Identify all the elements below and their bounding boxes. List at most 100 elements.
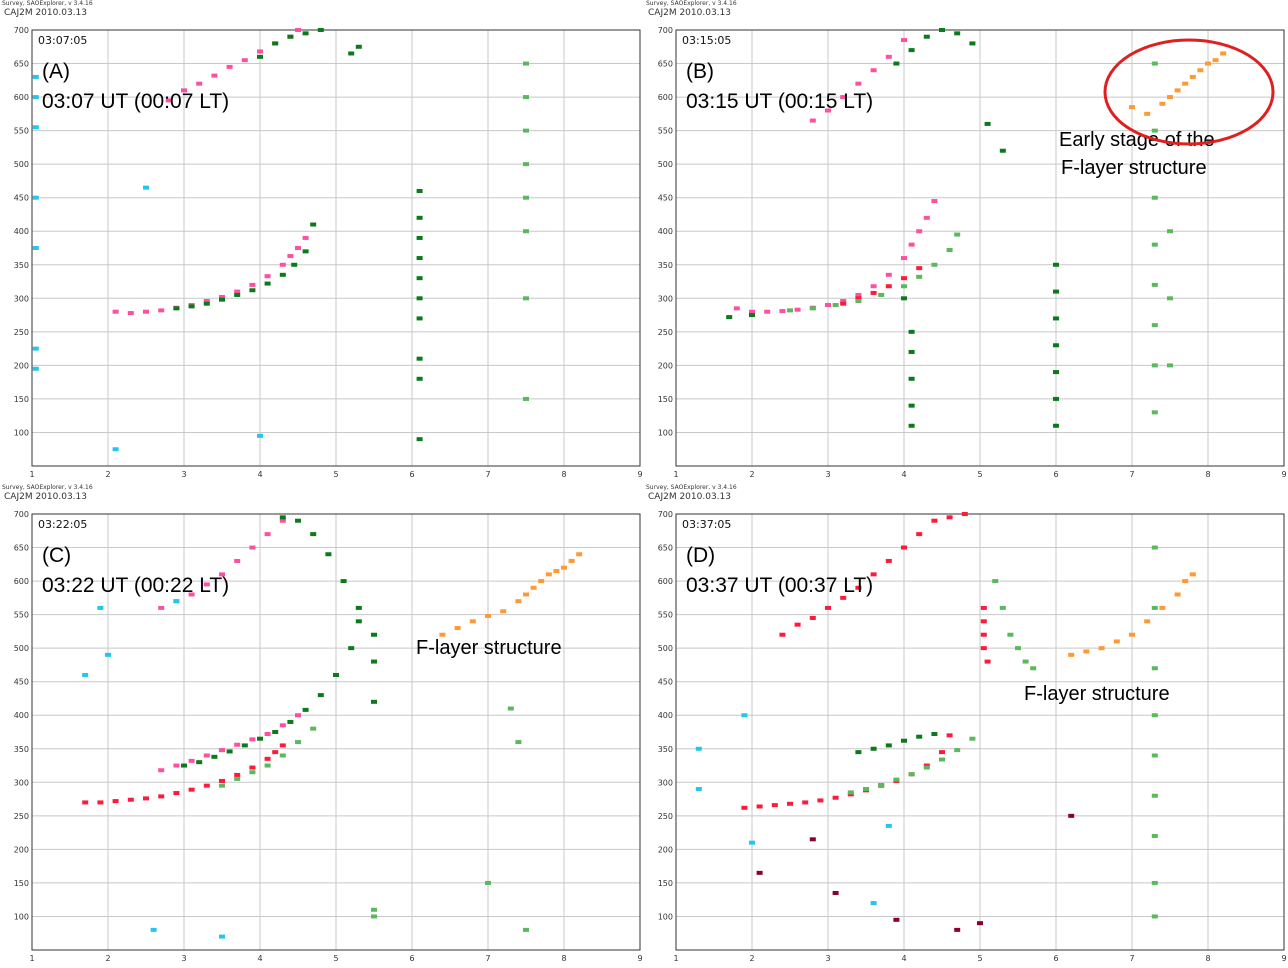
data-point xyxy=(545,572,552,577)
data-point xyxy=(923,763,930,768)
data-point xyxy=(264,763,271,768)
y-tick-label: 150 xyxy=(14,395,29,404)
x-tick-label: 6 xyxy=(1053,470,1058,479)
data-point xyxy=(279,518,286,523)
data-point xyxy=(825,303,831,308)
data-point xyxy=(999,605,1006,610)
data-point xyxy=(219,748,225,753)
data-point xyxy=(523,229,529,234)
data-point xyxy=(287,254,294,259)
software-header: Survey, SAOExplorer, v 3.4.16 xyxy=(646,484,737,491)
data-point xyxy=(196,760,203,765)
station-header: CAJ2M 2010.03.13 xyxy=(4,492,87,502)
data-point xyxy=(1151,753,1158,758)
data-point xyxy=(1053,316,1059,321)
y-tick-label: 650 xyxy=(14,60,29,69)
data-point xyxy=(901,38,907,43)
data-point xyxy=(188,304,195,309)
data-point xyxy=(127,797,134,802)
data-point xyxy=(893,777,900,782)
data-point xyxy=(469,619,476,624)
data-point xyxy=(203,301,210,306)
data-point xyxy=(916,734,923,739)
y-tick-label: 200 xyxy=(14,845,29,854)
data-point xyxy=(695,746,702,751)
data-point xyxy=(143,309,149,314)
panel-a: Survey, SAOExplorer, v 3.4.16 CAJ2M 2010… xyxy=(0,0,644,484)
data-point xyxy=(939,750,945,755)
data-point xyxy=(1167,95,1173,100)
data-point xyxy=(241,743,248,748)
data-point xyxy=(946,248,953,253)
y-tick-label: 250 xyxy=(14,812,29,821)
data-point xyxy=(97,605,104,610)
data-point xyxy=(219,934,225,939)
data-point xyxy=(1189,74,1196,79)
data-point xyxy=(825,108,831,113)
panel-c: Survey, SAOExplorer, v 3.4.16 CAJ2M 2010… xyxy=(0,484,644,968)
data-point xyxy=(279,515,286,520)
data-point xyxy=(219,572,225,577)
data-point xyxy=(855,298,862,303)
data-point xyxy=(272,41,279,46)
data-point xyxy=(863,787,869,792)
data-point xyxy=(416,235,423,240)
data-point xyxy=(916,274,923,279)
y-tick-label: 200 xyxy=(658,361,673,370)
x-tick-label: 3 xyxy=(825,470,830,479)
data-point xyxy=(885,558,892,563)
data-point xyxy=(1151,410,1158,415)
data-point xyxy=(416,188,423,193)
data-point xyxy=(787,308,793,313)
station-header: CAJ2M 2010.03.13 xyxy=(648,8,731,18)
y-tick-label: 500 xyxy=(658,160,673,169)
data-point xyxy=(1167,296,1173,301)
data-point xyxy=(211,73,218,78)
data-point xyxy=(264,281,271,286)
data-point xyxy=(1053,343,1059,348)
data-point xyxy=(1182,579,1189,584)
data-point xyxy=(771,803,778,808)
y-tick-label: 200 xyxy=(658,845,673,854)
data-point xyxy=(977,921,983,926)
data-point xyxy=(272,750,279,755)
data-point xyxy=(416,316,423,321)
data-point xyxy=(695,787,702,792)
data-point xyxy=(931,199,938,204)
data-point xyxy=(855,750,862,755)
data-point xyxy=(916,532,923,537)
data-point xyxy=(832,890,839,895)
data-point xyxy=(295,246,301,250)
ionogram-b: 1 2 3 4 5 6 7 8 9 100 150 200 250 300 350 400 450 500 550 6… xyxy=(658,26,1287,479)
panel-label: (A) xyxy=(42,60,70,83)
x-tick-label: 3 xyxy=(825,954,830,963)
x-tick-label: 7 xyxy=(485,470,490,479)
data-point xyxy=(523,592,529,597)
data-point xyxy=(726,315,733,320)
data-point xyxy=(969,41,976,46)
data-point xyxy=(946,733,953,738)
data-point xyxy=(749,313,755,318)
data-point xyxy=(901,276,907,281)
data-point xyxy=(181,88,187,93)
data-point xyxy=(855,585,862,590)
data-point xyxy=(219,294,225,299)
x-tick-label: 1 xyxy=(29,470,34,479)
x-tick-label: 5 xyxy=(977,470,982,479)
time-label: 03:37 UT (00:37 LT) xyxy=(686,574,873,597)
y-tick-label: 450 xyxy=(14,678,29,687)
y-tick-label: 700 xyxy=(14,510,29,519)
y-tick-label: 100 xyxy=(658,428,673,437)
data-point xyxy=(165,98,172,103)
data-point xyxy=(173,599,180,604)
x-tick-label: 4 xyxy=(901,954,906,963)
data-point xyxy=(226,749,233,754)
data-point xyxy=(809,118,816,123)
data-point xyxy=(939,757,945,762)
data-point xyxy=(870,290,877,295)
x-tick-label: 8 xyxy=(561,470,566,479)
y-tick-label: 500 xyxy=(14,644,29,653)
data-point xyxy=(916,229,923,234)
data-point xyxy=(931,262,938,267)
x-tick-label: 9 xyxy=(637,954,642,963)
